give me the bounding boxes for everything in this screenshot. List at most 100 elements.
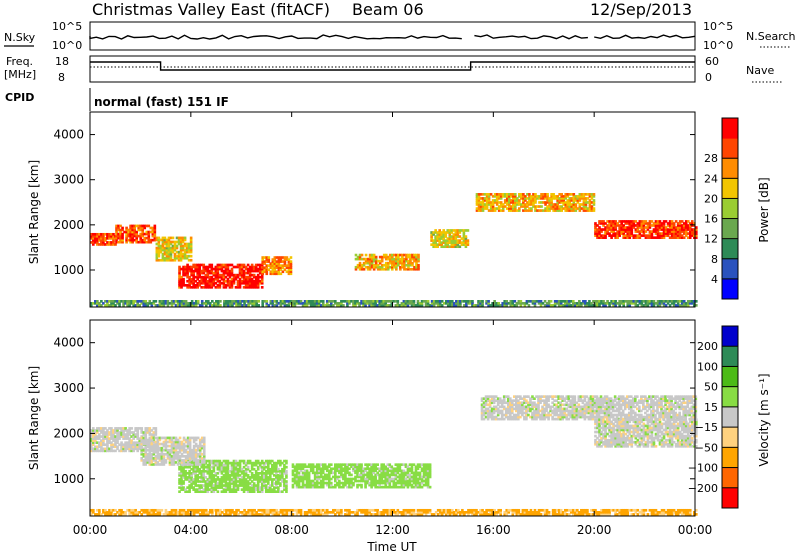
heatmap-cell	[128, 429, 131, 432]
heatmap-cell	[499, 205, 503, 208]
heatmap-cell	[558, 209, 561, 212]
heatmap-cell	[532, 195, 535, 198]
heatmap-cell	[134, 433, 137, 436]
heatmap-cell	[175, 246, 179, 250]
heatmap-cell	[194, 457, 198, 460]
heatmap-cell	[136, 304, 139, 307]
heatmap-cell	[264, 459, 268, 463]
heatmap-cell	[156, 448, 160, 452]
heatmap-cell	[150, 457, 154, 460]
heatmap-cell	[102, 302, 105, 305]
heatmap-cell	[152, 459, 156, 462]
heatmap-cell	[208, 279, 212, 283]
heatmap-cell	[432, 300, 436, 303]
heatmap-cell	[186, 444, 190, 448]
heatmap-cell	[106, 243, 109, 246]
heatmap-cell	[202, 478, 206, 481]
heatmap-cell	[364, 477, 367, 481]
heatmap-cell	[234, 273, 238, 277]
heatmap-cell	[594, 226, 597, 229]
heatmap-cell	[180, 277, 183, 281]
heatmap-cell	[196, 463, 200, 466]
heatmap-cell	[192, 450, 196, 454]
heatmap-cell	[246, 279, 250, 283]
heatmap-cell	[614, 236, 617, 239]
heatmap-cell	[678, 232, 682, 235]
heatmap-cell	[94, 433, 97, 436]
heatmap-cell	[508, 401, 512, 405]
heatmap-cell	[502, 395, 506, 398]
heatmap-cell	[588, 304, 591, 307]
heatmap-cell	[96, 300, 99, 303]
heatmap-cell	[170, 461, 174, 464]
heatmap-cell	[252, 265, 256, 269]
heatmap-cell	[319, 471, 323, 475]
heatmap-cell	[246, 476, 250, 479]
heatmap-cell	[572, 193, 576, 196]
heatmap-cell	[194, 442, 198, 446]
heatmap-cell	[180, 469, 183, 473]
heatmap-cell	[291, 465, 295, 469]
heatmap-cell	[261, 258, 265, 261]
heatmap-cell	[319, 485, 323, 489]
heatmap-cell	[397, 261, 400, 265]
heatmap-cell	[127, 234, 130, 238]
heatmap-cell	[612, 302, 615, 305]
heatmap-cell	[269, 300, 273, 303]
heatmap-cell	[275, 266, 279, 270]
heatmap-cell	[480, 413, 484, 417]
heatmap-cell	[309, 465, 313, 469]
heatmap-cell	[440, 233, 444, 236]
heatmap-cell	[588, 205, 592, 208]
heatmap-cell	[378, 304, 381, 307]
heatmap-cell	[119, 234, 122, 238]
heatmap-cell	[264, 484, 268, 487]
heatmap-cell	[612, 222, 615, 225]
heatmap-cell	[533, 409, 536, 413]
heatmap-cell	[189, 240, 193, 244]
heatmap-cell	[562, 195, 566, 198]
heatmap-cell	[380, 263, 384, 267]
heatmap-cell	[136, 300, 139, 303]
heatmap-cell	[386, 257, 390, 261]
heatmap-cell	[403, 257, 406, 261]
heatmap-cell	[612, 234, 615, 237]
heatmap-cell	[218, 463, 222, 467]
heatmap-cell	[208, 302, 212, 305]
heatmap-cell	[364, 463, 367, 467]
heatmap-cell	[102, 449, 105, 453]
heatmap-cell	[196, 267, 199, 271]
heatmap-cell	[354, 265, 358, 269]
heatmap-cell	[240, 482, 244, 485]
heatmap-cell	[570, 197, 574, 200]
heatmap-cell	[695, 232, 698, 235]
heatmap-cell	[393, 259, 396, 263]
heatmap-cell	[275, 471, 278, 475]
heatmap-cell	[194, 444, 198, 448]
heatmap-cell	[182, 454, 186, 458]
heatmap-cell	[564, 197, 568, 200]
heatmap-cell	[121, 228, 124, 232]
heatmap-cell	[200, 476, 204, 479]
heatmap-cell	[182, 277, 185, 281]
heatmap-cell	[94, 441, 97, 445]
heatmap-cell	[216, 471, 220, 475]
heatmap-cell	[121, 238, 124, 242]
heatmap-cell	[356, 467, 359, 471]
heatmap-cell	[481, 209, 485, 212]
heatmap-cell	[354, 471, 357, 475]
heatmap-cell	[541, 411, 544, 415]
heatmap-cell	[614, 222, 617, 225]
heatmap-cell	[354, 479, 357, 483]
heatmap-cell	[115, 236, 118, 240]
heatmap-cell	[210, 474, 214, 477]
heatmap-cell	[521, 397, 524, 400]
heatmap-cell	[576, 197, 580, 200]
heatmap-cell	[248, 488, 252, 491]
heatmap-cell	[236, 484, 240, 487]
heatmap-cell	[166, 457, 170, 460]
heatmap-cell	[228, 271, 232, 275]
heatmap-cell	[122, 449, 125, 453]
heatmap-cell	[240, 484, 244, 487]
heatmap-cell	[160, 457, 164, 460]
